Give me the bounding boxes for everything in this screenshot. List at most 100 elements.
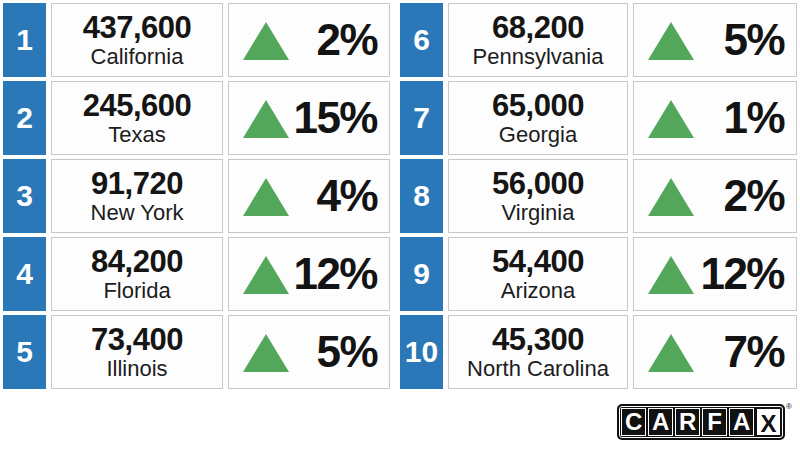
vehicle-count: 45,300 bbox=[492, 324, 584, 357]
logo-letter-tile: A bbox=[648, 408, 673, 436]
state-cell: 45,300 North Carolina bbox=[448, 315, 628, 389]
up-arrow-icon bbox=[243, 334, 289, 372]
rank-cell: 10 bbox=[400, 315, 443, 389]
table-column-left: 1 437,600 California 2% 2 245,600 Texas … bbox=[3, 3, 390, 389]
logo-letter: A bbox=[733, 408, 750, 436]
rank-label: 9 bbox=[413, 257, 430, 291]
change-cell: 7% bbox=[633, 315, 797, 389]
rank-cell: 1 bbox=[3, 3, 46, 77]
vehicle-count: 68,200 bbox=[492, 12, 584, 45]
state-cell: 65,000 Georgia bbox=[448, 81, 628, 155]
table-row: 7 65,000 Georgia 1% bbox=[400, 81, 797, 155]
change-cell: 5% bbox=[633, 3, 797, 77]
change-cell: 1% bbox=[633, 81, 797, 155]
state-name: Virginia bbox=[502, 201, 575, 224]
change-cell: 15% bbox=[228, 81, 390, 155]
state-name: Pennsylvania bbox=[473, 45, 604, 68]
logo-letter-tile: C bbox=[621, 408, 646, 436]
rank-label: 3 bbox=[16, 179, 33, 213]
change-cell: 2% bbox=[633, 159, 797, 233]
state-cell: 73,400 Illinois bbox=[51, 315, 223, 389]
up-arrow-icon bbox=[648, 334, 694, 372]
up-arrow-icon bbox=[648, 22, 694, 60]
change-percent: 5% bbox=[723, 15, 784, 65]
rank-label: 7 bbox=[413, 101, 430, 135]
rank-label: 4 bbox=[16, 257, 33, 291]
logo-letter: A bbox=[652, 408, 669, 436]
state-cell: 437,600 California bbox=[51, 3, 223, 77]
change-cell: 5% bbox=[228, 315, 390, 389]
rank-label: 1 bbox=[16, 23, 33, 57]
state-cell: 56,000 Virginia bbox=[448, 159, 628, 233]
state-name: Georgia bbox=[499, 123, 577, 146]
change-percent: 12% bbox=[293, 249, 377, 299]
state-name: Illinois bbox=[106, 357, 167, 380]
vehicle-count: 245,600 bbox=[83, 90, 192, 123]
table-row: 4 84,200 Florida 12% bbox=[3, 237, 390, 311]
vehicle-count: 91,720 bbox=[91, 168, 183, 201]
change-cell: 2% bbox=[228, 3, 390, 77]
change-cell: 4% bbox=[228, 159, 390, 233]
table-column-right: 6 68,200 Pennsylvania 5% 7 65,000 Georgi… bbox=[400, 3, 797, 389]
table-row: 1 437,600 California 2% bbox=[3, 3, 390, 77]
logo-letter-tile: A bbox=[729, 408, 754, 436]
rank-cell: 8 bbox=[400, 159, 443, 233]
infographic-canvas: 1 437,600 California 2% 2 245,600 Texas … bbox=[0, 0, 800, 452]
table-row: 6 68,200 Pennsylvania 5% bbox=[400, 3, 797, 77]
state-cell: 54,400 Arizona bbox=[448, 237, 628, 311]
rank-cell: 9 bbox=[400, 237, 443, 311]
rank-cell: 6 bbox=[400, 3, 443, 77]
table-row: 9 54,400 Arizona 12% bbox=[400, 237, 797, 311]
rank-label: 8 bbox=[413, 179, 430, 213]
change-cell: 12% bbox=[228, 237, 390, 311]
change-percent: 12% bbox=[700, 249, 784, 299]
logo-letter-tile: F bbox=[702, 408, 727, 436]
rank-cell: 4 bbox=[3, 237, 46, 311]
rank-cell: 3 bbox=[3, 159, 46, 233]
table-row: 8 56,000 Virginia 2% bbox=[400, 159, 797, 233]
rank-label: 10 bbox=[405, 335, 438, 369]
table-row: 3 91,720 New York 4% bbox=[3, 159, 390, 233]
rankings-table: 1 437,600 California 2% 2 245,600 Texas … bbox=[3, 3, 797, 389]
state-name: California bbox=[91, 45, 184, 68]
state-cell: 91,720 New York bbox=[51, 159, 223, 233]
vehicle-count: 437,600 bbox=[83, 12, 192, 45]
rank-cell: 5 bbox=[3, 315, 46, 389]
up-arrow-icon bbox=[243, 100, 289, 138]
change-percent: 1% bbox=[723, 93, 784, 143]
rank-cell: 7 bbox=[400, 81, 443, 155]
change-percent: 15% bbox=[293, 93, 377, 143]
rank-label: 6 bbox=[413, 23, 430, 57]
change-percent: 7% bbox=[723, 327, 784, 377]
state-name: Texas bbox=[108, 123, 165, 146]
up-arrow-icon bbox=[648, 178, 694, 216]
state-name: Arizona bbox=[501, 279, 576, 302]
vehicle-count: 56,000 bbox=[492, 168, 584, 201]
logo-letter-tile: X bbox=[756, 408, 781, 436]
registered-trademark-symbol: ® bbox=[786, 402, 792, 411]
state-cell: 68,200 Pennsylvania bbox=[448, 3, 628, 77]
vehicle-count: 54,400 bbox=[492, 246, 584, 279]
state-cell: 245,600 Texas bbox=[51, 81, 223, 155]
logo-letter: R bbox=[679, 408, 696, 436]
up-arrow-icon bbox=[648, 100, 694, 138]
change-cell: 12% bbox=[633, 237, 797, 311]
rank-cell: 2 bbox=[3, 81, 46, 155]
state-name: New York bbox=[91, 201, 184, 224]
vehicle-count: 65,000 bbox=[492, 90, 584, 123]
up-arrow-icon bbox=[243, 178, 289, 216]
table-row: 2 245,600 Texas 15% bbox=[3, 81, 390, 155]
up-arrow-icon bbox=[648, 256, 694, 294]
logo-letter-tile: R bbox=[675, 408, 700, 436]
carfax-logo-tiles: CARFAX bbox=[617, 404, 785, 440]
rank-label: 2 bbox=[16, 101, 33, 135]
vehicle-count: 73,400 bbox=[91, 324, 183, 357]
change-percent: 2% bbox=[723, 171, 784, 221]
carfax-logo: CARFAX ® bbox=[617, 404, 792, 440]
state-cell: 84,200 Florida bbox=[51, 237, 223, 311]
table-row: 10 45,300 North Carolina 7% bbox=[400, 315, 797, 389]
up-arrow-icon bbox=[243, 256, 289, 294]
logo-letter: C bbox=[625, 408, 642, 436]
logo-letter: X bbox=[761, 413, 777, 435]
up-arrow-icon bbox=[243, 22, 289, 60]
